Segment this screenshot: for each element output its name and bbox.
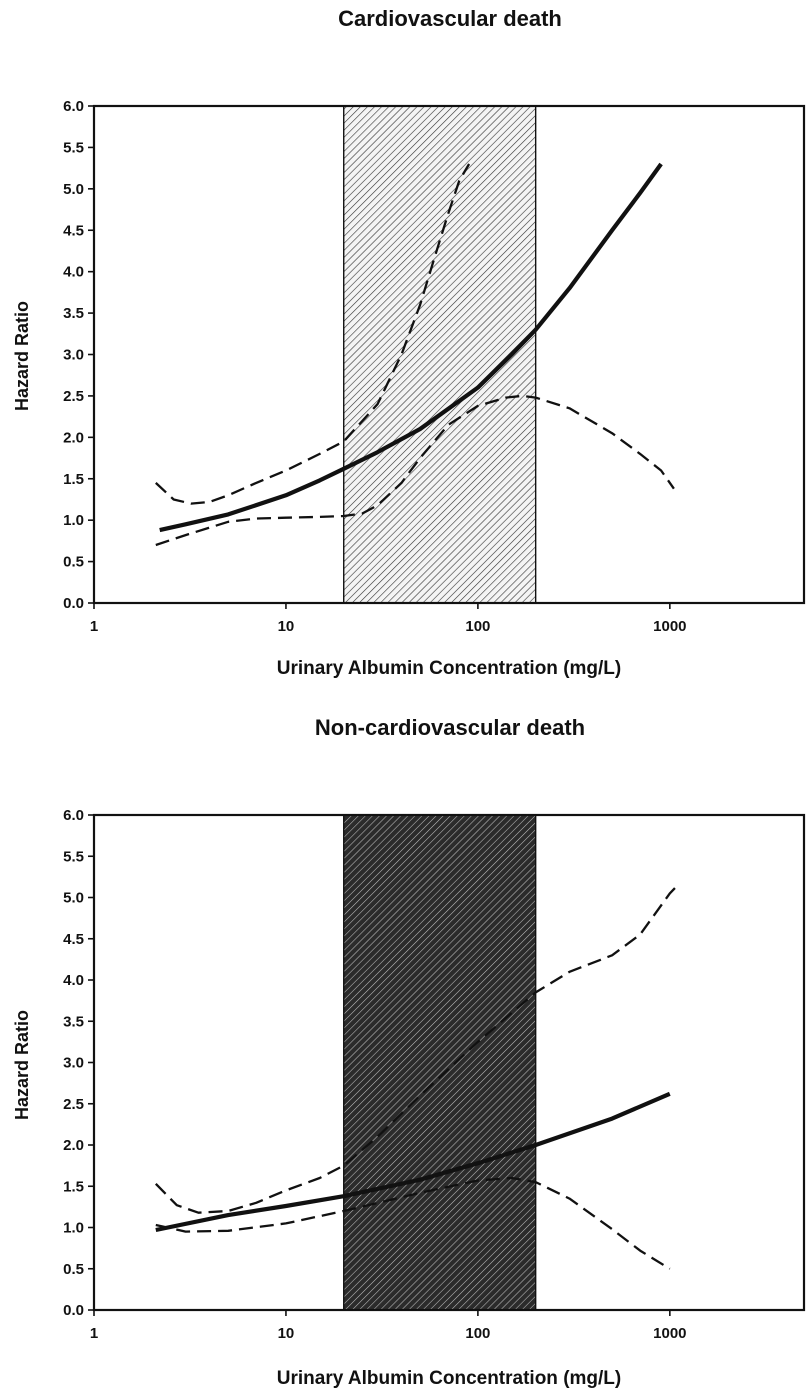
- y-tick-label: 6.0: [63, 807, 84, 824]
- x-axis-label: Urinary Albumin Concentration (mg/L): [277, 1368, 621, 1389]
- y-tick-label: 4.0: [63, 972, 84, 989]
- y-tick-label: 1.0: [63, 512, 84, 529]
- reference-range-band: [343, 814, 537, 1311]
- y-tick-label: 0.5: [63, 554, 84, 571]
- x-tick-label: 1000: [653, 1325, 686, 1342]
- y-tick-label: 2.0: [63, 1137, 84, 1154]
- hazard-ratio-line: [159, 162, 663, 533]
- y-tick-label: 4.0: [63, 264, 84, 281]
- lower-ci-line: [155, 394, 675, 547]
- x-tick-label: 100: [465, 1325, 490, 1342]
- y-tick-label: 2.0: [63, 429, 84, 446]
- y-tick-label: 3.0: [63, 1055, 84, 1072]
- y-tick-label: 3.0: [63, 347, 84, 364]
- cardiovascular-death-chart: Cardiovascular death Hazard Ratio Urinar…: [12, 6, 806, 679]
- x-tick-label: 1: [90, 1325, 98, 1342]
- chart-title: Non-cardiovascular death: [315, 715, 585, 740]
- reference-range-band: [343, 105, 537, 604]
- y-tick-label: 0.0: [63, 1302, 84, 1319]
- x-tick-label: 1000: [653, 618, 686, 635]
- hazard-ratio-line: [155, 1091, 671, 1233]
- y-tick-label: 0.0: [63, 595, 84, 612]
- x-axis-label: Urinary Albumin Concentration (mg/L): [277, 658, 621, 679]
- x-tick-label: 100: [465, 618, 490, 635]
- y-tick-label: 0.5: [63, 1261, 84, 1278]
- x-tick-label: 10: [278, 618, 295, 635]
- y-axis-label: Hazard Ratio: [12, 1010, 32, 1120]
- y-tick-label: 6.0: [63, 98, 84, 115]
- y-tick-label: 5.5: [63, 139, 84, 156]
- y-tick-label: 3.5: [63, 1013, 84, 1030]
- y-tick-label: 2.5: [63, 388, 84, 405]
- x-tick-label: 10: [278, 1325, 295, 1342]
- y-tick-label: 3.5: [63, 305, 84, 322]
- y-tick-label: 2.5: [63, 1096, 84, 1113]
- upper-ci-line: [155, 163, 471, 505]
- y-tick-label: 1.5: [63, 471, 84, 488]
- chart-title: Cardiovascular death: [338, 6, 562, 31]
- upper-ci-line: [154, 884, 679, 1214]
- y-tick-label: 4.5: [63, 931, 84, 948]
- y-tick-label: 1.0: [63, 1220, 84, 1237]
- y-tick-label: 5.0: [63, 181, 84, 198]
- lower-ci-line: [155, 1176, 671, 1270]
- x-tick-label: 1: [90, 618, 98, 635]
- non-cardiovascular-death-chart: Non-cardiovascular death Hazard Ratio Ur…: [12, 715, 806, 1389]
- y-tick-label: 5.0: [63, 890, 84, 907]
- y-axis-label: Hazard Ratio: [12, 301, 32, 411]
- y-tick-label: 5.5: [63, 848, 84, 865]
- y-tick-label: 4.5: [63, 222, 84, 239]
- y-tick-label: 1.5: [63, 1178, 84, 1195]
